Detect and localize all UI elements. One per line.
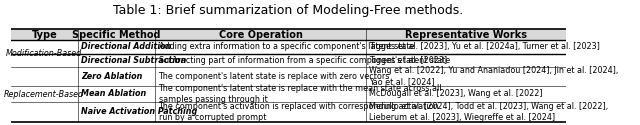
Text: Merullo et al. [2024], Todd et al. [2023], Wang et al. [2022],
Lieberum et al. [: Merullo et al. [2024], Todd et al. [2023… bbox=[369, 102, 609, 122]
Text: Directional Addition: Directional Addition bbox=[81, 42, 172, 51]
Text: Replacement-Based: Replacement-Based bbox=[4, 90, 84, 99]
Text: Naive Activation Patching: Naive Activation Patching bbox=[81, 107, 197, 116]
Text: Tigges et al. [2023], Yu et al. [2024a], Turner et al. [2023]: Tigges et al. [2023], Yu et al. [2024a],… bbox=[369, 42, 600, 51]
Text: The component's latent state is replace with zero vectors: The component's latent state is replace … bbox=[159, 72, 390, 81]
Text: Subtracting part of information from a specific component's latent state: Subtracting part of information from a s… bbox=[159, 56, 450, 65]
Text: Representative Works: Representative Works bbox=[405, 30, 527, 40]
Text: The component's activation is replaced with corresponding activation
run by a co: The component's activation is replaced w… bbox=[159, 102, 439, 122]
Text: McDougall et al. [2023], Wang et al. [2022]: McDougall et al. [2023], Wang et al. [20… bbox=[369, 89, 543, 98]
Text: Table 1: Brief summarization of Modeling-Free methods.: Table 1: Brief summarization of Modeling… bbox=[113, 4, 463, 17]
Text: Modification-Based: Modification-Based bbox=[6, 49, 83, 58]
Bar bbox=[11, 29, 566, 40]
Text: The component's latent state is replace with the mean state across all
samples p: The component's latent state is replace … bbox=[159, 84, 442, 104]
Text: Wang et al. [2022], Yu and Ananiadou [2024], Jin et al. [2024],
Yao et al. [2024: Wang et al. [2022], Yu and Ananiadou [20… bbox=[369, 66, 618, 86]
Text: Adding extra information to a specific component's latent state: Adding extra information to a specific c… bbox=[159, 42, 414, 51]
Text: Mean Ablation: Mean Ablation bbox=[81, 89, 146, 98]
Text: Directional Subtraction: Directional Subtraction bbox=[81, 56, 186, 65]
Text: Zero Ablation: Zero Ablation bbox=[81, 72, 142, 81]
Text: Core Operation: Core Operation bbox=[219, 30, 303, 40]
Text: Type: Type bbox=[31, 30, 57, 40]
Text: Specific Method: Specific Method bbox=[72, 30, 161, 40]
Text: Tigges et al. [2023]: Tigges et al. [2023] bbox=[369, 56, 447, 65]
